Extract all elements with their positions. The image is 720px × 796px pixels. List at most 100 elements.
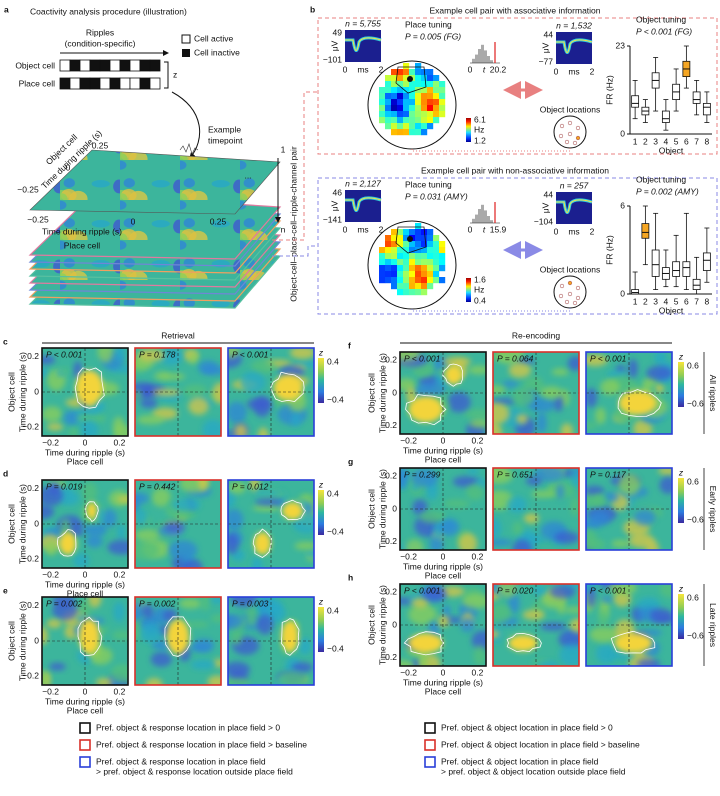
- raster-cell: [99, 59, 111, 72]
- label: μV: [540, 42, 550, 53]
- x-tick-label: 3: [653, 296, 658, 306]
- heat-patch: [618, 473, 641, 496]
- label: 0.25: [92, 140, 109, 150]
- map-pixel: [409, 247, 416, 254]
- colorbar-tick: 0.6: [687, 360, 699, 370]
- heat-patch: [516, 413, 528, 424]
- heat-patch: [207, 675, 221, 685]
- heat-patch: [586, 421, 599, 430]
- waveform-mean: [556, 199, 593, 213]
- map-pixel: [403, 63, 410, 70]
- heat-patch: [82, 481, 98, 503]
- label: 44: [544, 189, 554, 199]
- map-pixel: [409, 229, 416, 236]
- axis-label: Time during ripple (s): [17, 484, 27, 564]
- pair-box: [317, 177, 718, 315]
- heatmap-frame: [134, 479, 222, 569]
- heat-patch: [94, 507, 105, 523]
- heat-patch: [493, 398, 517, 405]
- map-pixel: [397, 289, 404, 296]
- waveform-box: [345, 30, 381, 62]
- cluster-contour: [74, 367, 105, 409]
- object-dot: [572, 300, 578, 306]
- map-pixel: [391, 81, 398, 88]
- map-pixel: [385, 105, 392, 112]
- label: Cell active: [194, 33, 233, 43]
- y-tick-label: −0.2: [22, 670, 39, 680]
- box: [702, 102, 711, 116]
- heat-cluster: [253, 531, 271, 555]
- heat-patch: [202, 419, 221, 436]
- y-tick-label: 0.2: [27, 351, 39, 361]
- heat-patch: [46, 618, 62, 629]
- heat-patch: [228, 481, 246, 494]
- map-pixel: [391, 259, 398, 266]
- map-pixel: [397, 283, 404, 290]
- map-pixel: [391, 87, 398, 94]
- heat-patch: [556, 483, 565, 500]
- legend-text: Pref. object & response location in plac…: [96, 722, 280, 732]
- map-pixel: [433, 105, 440, 112]
- label: 0: [131, 216, 136, 226]
- axis-label: Time during ripple (s): [403, 677, 483, 687]
- legend-swatch: [79, 739, 91, 751]
- map-pixel: [421, 247, 428, 254]
- heat-patch: [135, 390, 142, 401]
- p-value: P < 0.001: [590, 585, 627, 595]
- map-pixel: [385, 259, 392, 266]
- label: ...: [244, 170, 251, 180]
- raster-cell: [69, 77, 81, 90]
- axis-label: FR (Hz): [604, 235, 614, 265]
- label: z: [173, 69, 177, 79]
- heat-patch: [186, 621, 210, 628]
- heatmap-frame: [399, 583, 487, 667]
- map-pixel: [433, 277, 440, 284]
- heat-patch: [95, 677, 113, 685]
- colorbar-label: z: [318, 596, 324, 606]
- colorbar-tick: −0.4: [327, 526, 344, 536]
- map-pixel: [391, 283, 398, 290]
- map-pixel: [409, 105, 416, 112]
- raster-cell: [69, 59, 81, 72]
- map-pixel: [415, 247, 422, 254]
- y-tick-label: −0.2: [380, 652, 397, 662]
- box: [651, 249, 660, 277]
- raster-cell: [109, 59, 121, 72]
- heat-patch: [230, 597, 258, 608]
- map-pixel: [421, 289, 428, 296]
- heat-patch: [557, 598, 566, 615]
- map-pixel: [409, 129, 416, 136]
- label: Ripples: [86, 27, 114, 37]
- map-pixel: [427, 259, 434, 266]
- x-tick-label: −0.2: [400, 435, 417, 445]
- y-tick-label: 0.2: [385, 586, 397, 596]
- x-tick-label: 0: [441, 435, 446, 445]
- heatmap-frame: [585, 351, 673, 435]
- map-pixel: [415, 69, 422, 76]
- raster-cell: [139, 59, 151, 72]
- raster-cell: [129, 77, 141, 90]
- label: 20.2: [490, 64, 507, 74]
- heat-patch: [560, 423, 573, 434]
- heat-patch: [400, 659, 415, 666]
- object-dot: [559, 283, 565, 289]
- map-pixel: [403, 283, 410, 290]
- label: (condition-specific): [65, 38, 136, 48]
- map-pixel: [421, 81, 428, 88]
- map-pixel: [415, 123, 422, 130]
- x-tick-label: 1: [633, 136, 638, 146]
- map-pixel: [415, 81, 422, 88]
- axis-label: Time during ripple (s): [17, 601, 27, 681]
- heat-patch: [540, 386, 563, 399]
- map-pixel: [409, 259, 416, 266]
- map-pixel: [385, 93, 392, 100]
- panel-label: c: [3, 336, 8, 346]
- map-pixel: [433, 271, 440, 278]
- heat-patch: [468, 365, 486, 375]
- label: 2: [379, 224, 384, 234]
- map-pixel: [433, 111, 440, 118]
- map-pixel: [415, 223, 422, 230]
- map-pixel: [385, 81, 392, 88]
- map-pixel: [415, 129, 422, 136]
- heat-patch: [228, 614, 243, 629]
